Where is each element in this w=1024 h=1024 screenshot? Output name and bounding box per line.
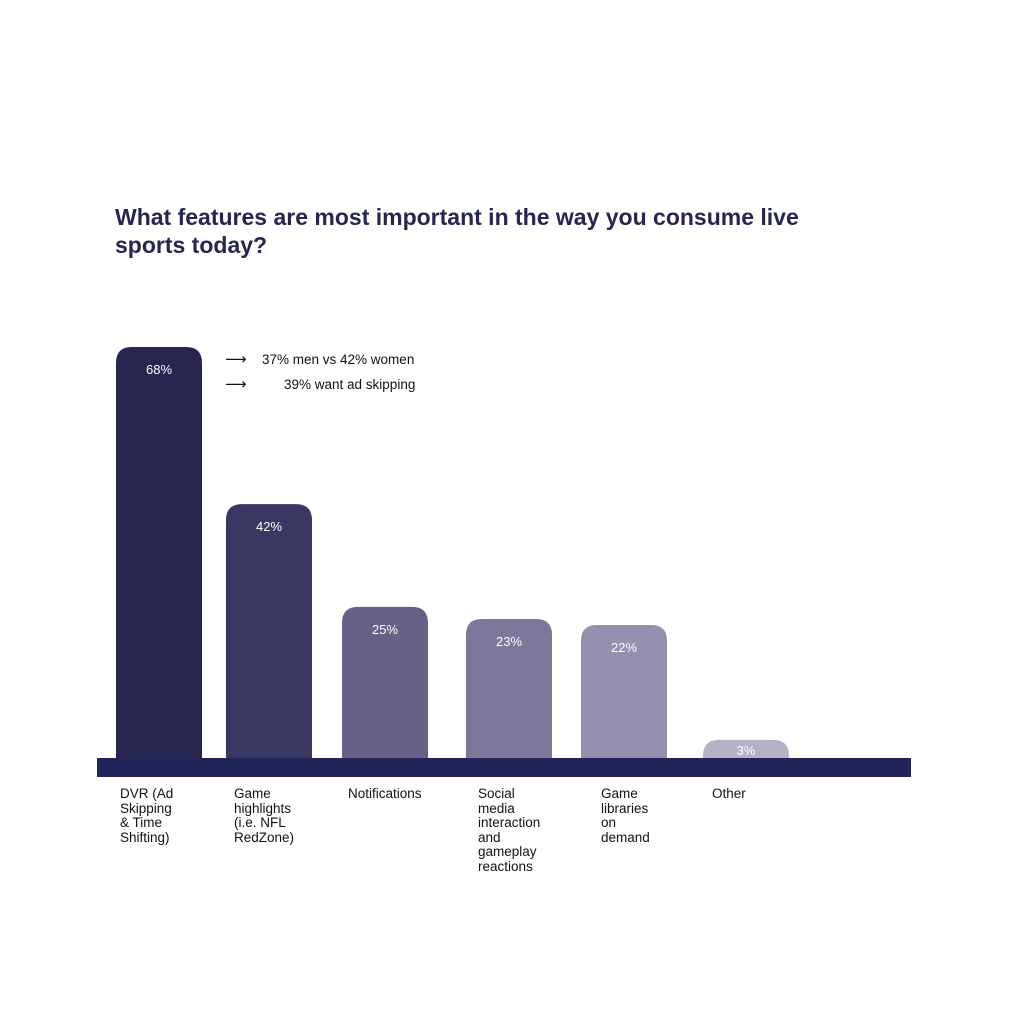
category-label-line: & Time (120, 815, 163, 830)
category-label-line: on (601, 815, 617, 830)
annotation-text: 37% men vs 42% women (262, 352, 414, 367)
bar-value-label: 42% (256, 519, 282, 534)
bar (581, 625, 667, 760)
bar-value-label: 68% (146, 362, 172, 377)
bar (116, 347, 202, 760)
bar-value-label: 3% (737, 743, 756, 758)
category-label-line: (i.e. NFL (234, 815, 286, 830)
category-label-line: Game (234, 786, 271, 801)
annotation-arrow-icon: ⟶ (225, 375, 247, 393)
category-label-line: demand (601, 829, 650, 845)
category-label-line: interaction (478, 815, 541, 830)
category-label: Game highlights (i.e. NFL RedZone) (234, 786, 295, 845)
category-label-line: Skipping (120, 800, 172, 816)
annotation-text: 39% want ad skipping (284, 377, 415, 392)
category-label-line: Shifting) (120, 829, 170, 845)
category-label-line: Notifications (348, 786, 422, 801)
category-label: Notifications (348, 786, 422, 802)
bar (466, 618, 552, 760)
category-label-line: Other (712, 786, 746, 801)
category-label-line: highlights (234, 800, 292, 816)
category-label: Game libraries on demand (601, 786, 650, 845)
chart-title-line-1: What features are most important in the … (115, 204, 799, 230)
bar (703, 739, 789, 760)
chart-baseline (97, 758, 911, 777)
category-label: Social media interaction and gameplay reactio… (478, 786, 541, 874)
category-label-line: Social (478, 786, 515, 801)
bar-value-label: 22% (611, 640, 637, 655)
bar-value-label: 23% (496, 634, 522, 649)
bar (226, 504, 312, 760)
category-label: DVR (Ad Skipping & Time Shifting) (120, 786, 174, 845)
category-label-line: media (478, 800, 515, 816)
bar (342, 606, 428, 760)
category-label-line: gameplay (478, 844, 537, 859)
category-label-line: RedZone) (234, 829, 295, 845)
category-label-line: Game (601, 786, 638, 801)
chart-title: What features are most important in the … (115, 203, 905, 259)
category-label: Other (712, 786, 746, 802)
category-label-line: DVR (Ad (120, 786, 174, 801)
category-label-line: libraries (601, 800, 649, 816)
bar-value-label: 25% (372, 622, 398, 637)
category-label-line: reactions (478, 858, 533, 874)
category-label-line: and (478, 829, 501, 845)
annotation-arrow-icon: ⟶ (225, 350, 247, 368)
chart-title-line-2: sports today? (115, 232, 268, 258)
